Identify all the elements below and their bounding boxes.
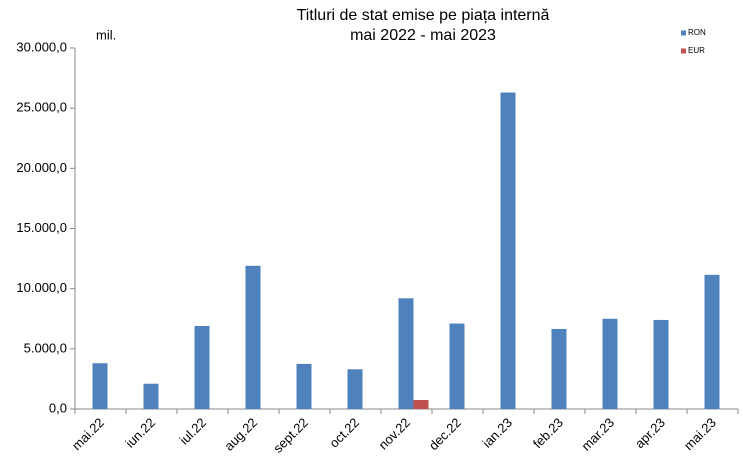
x-tick-label: oct.22 bbox=[326, 415, 362, 451]
x-tick-label: ian.23 bbox=[479, 415, 515, 451]
bar bbox=[194, 325, 210, 409]
y-tick-label: 20.000,0 bbox=[16, 160, 67, 175]
y-tick-label: 0,0 bbox=[49, 400, 67, 415]
x-tick-label: apr.23 bbox=[632, 415, 668, 451]
legend-swatch bbox=[681, 30, 686, 36]
x-tick-label: iul.22 bbox=[176, 415, 209, 448]
x-tick-label: nov.22 bbox=[376, 415, 414, 453]
x-tick-label: iun.22 bbox=[122, 415, 158, 451]
x-tick-label: sept.22 bbox=[270, 415, 311, 456]
bar bbox=[413, 399, 429, 409]
legend-swatch bbox=[681, 48, 686, 54]
bar bbox=[398, 298, 414, 409]
y-tick-label: 30.000,0 bbox=[16, 39, 67, 54]
y-tick-label: 10.000,0 bbox=[16, 280, 67, 295]
x-tick-label: feb.23 bbox=[530, 415, 566, 451]
bar bbox=[704, 274, 720, 409]
bar bbox=[296, 363, 312, 409]
bar bbox=[245, 265, 261, 409]
chart-subtitle: mai 2022 - mai 2023 bbox=[350, 27, 496, 44]
bar bbox=[602, 318, 618, 409]
y-tick-label: 15.000,0 bbox=[16, 220, 67, 235]
legend-label: RON bbox=[688, 28, 706, 37]
y-unit-label: mil. bbox=[96, 27, 116, 42]
bar bbox=[500, 92, 516, 410]
bar bbox=[653, 319, 669, 409]
x-tick-label: aug.22 bbox=[221, 415, 260, 454]
x-tick-label: mar.23 bbox=[578, 415, 617, 454]
bar bbox=[449, 323, 465, 409]
chart-title: Titluri de stat emise pe piața internă bbox=[297, 7, 550, 24]
y-tick-label: 5.000,0 bbox=[24, 340, 67, 355]
bar bbox=[92, 363, 108, 409]
bar bbox=[551, 328, 567, 409]
x-tick-label: mai.23 bbox=[681, 415, 719, 453]
bar bbox=[347, 369, 363, 409]
bar bbox=[143, 383, 159, 409]
y-tick-label: 25.000,0 bbox=[16, 100, 67, 115]
x-tick-label: dec.22 bbox=[426, 415, 464, 453]
x-tick-label: mai.22 bbox=[69, 415, 107, 453]
legend-label: EUR bbox=[688, 46, 705, 55]
